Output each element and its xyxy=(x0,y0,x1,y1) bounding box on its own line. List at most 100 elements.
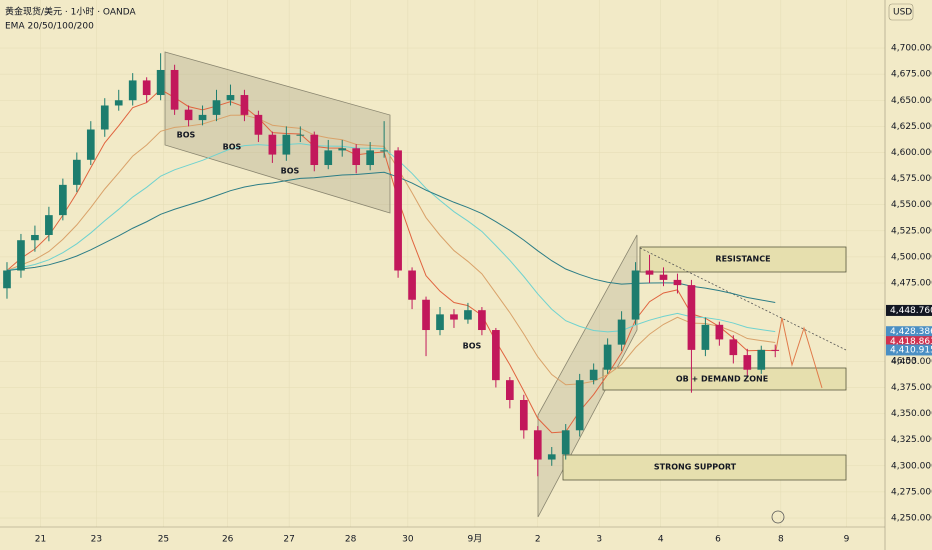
candle-body xyxy=(547,454,556,460)
candle-body xyxy=(771,349,780,351)
candle-body xyxy=(631,270,640,320)
x-tick-label: 25 xyxy=(158,535,169,545)
candle-body xyxy=(198,114,207,121)
currency-box[interactable] xyxy=(888,3,914,21)
candle-body xyxy=(394,150,402,271)
candle-body xyxy=(17,240,25,271)
candle-body xyxy=(310,134,319,166)
candle-body xyxy=(380,150,388,152)
y-tick-label: 4,525.000 xyxy=(891,226,932,236)
price-label-box xyxy=(886,326,932,338)
candle-body xyxy=(450,314,458,320)
y-tick-label: 4,475.000 xyxy=(891,279,932,289)
candle-body xyxy=(659,274,668,280)
candle-body xyxy=(436,314,444,331)
y-tick-label: 4,275.000 xyxy=(891,487,932,497)
price-label: 4,410.915 xyxy=(890,345,932,355)
x-tick-label: 8 xyxy=(778,535,784,545)
candle-body xyxy=(408,270,416,300)
candle-body xyxy=(645,270,654,275)
candle-body xyxy=(324,150,333,166)
candle-body xyxy=(226,95,235,101)
bos-label: BOS xyxy=(223,143,242,152)
candle-body xyxy=(3,270,11,289)
candle-body xyxy=(701,324,710,350)
bos-label: BOS xyxy=(463,342,482,351)
ema-group xyxy=(6,88,776,434)
x-tick-label: 3 xyxy=(596,535,602,545)
candle-body xyxy=(72,159,81,185)
candle-body xyxy=(114,100,123,106)
candles xyxy=(3,53,780,477)
replay-icon[interactable] xyxy=(771,510,785,524)
candle-body xyxy=(603,344,612,370)
x-tick-label: 2 xyxy=(535,535,541,545)
demand-label: OB + DEMAND ZONE xyxy=(676,375,768,384)
y-tick-label: 4,600.000 xyxy=(891,148,932,158)
y-tick-label: 4,350.000 xyxy=(891,409,932,419)
bos-label: BOS xyxy=(281,167,300,176)
y-tick-label: 4,575.000 xyxy=(891,174,932,184)
candle-body xyxy=(170,69,179,110)
price-label: 4,418.863 xyxy=(890,337,932,347)
y-tick-label: 4,375.000 xyxy=(891,383,932,393)
candle-body xyxy=(519,400,528,431)
candle-body xyxy=(673,279,682,286)
candle-body xyxy=(743,355,752,370)
x-tick-label: 27 xyxy=(283,535,294,545)
candle-body xyxy=(86,129,95,160)
candle-body xyxy=(142,80,151,96)
candle-body xyxy=(506,380,514,401)
y-tick-label: 4,675.000 xyxy=(891,70,932,80)
price-axis xyxy=(885,0,932,550)
price-label: 4,448.760 xyxy=(890,306,932,316)
candle-body xyxy=(45,215,53,235)
support-label: STRONG SUPPORT xyxy=(654,463,737,472)
x-tick-label: 9 xyxy=(844,535,850,545)
price-label-box xyxy=(886,304,932,316)
candle-body xyxy=(212,100,221,115)
candle-body xyxy=(492,330,500,381)
ema-line xyxy=(6,171,776,303)
candle-body xyxy=(687,285,696,350)
y-tick-label: 4,625.000 xyxy=(891,122,932,132)
candle-body xyxy=(184,109,193,121)
candle-body xyxy=(282,134,291,155)
demand-zone xyxy=(602,367,847,391)
price-label-box xyxy=(886,336,932,348)
candle-body xyxy=(464,310,472,320)
candle-body xyxy=(254,114,263,135)
candle-body xyxy=(268,134,277,155)
candle-body xyxy=(729,339,738,356)
candle-body xyxy=(338,148,347,151)
y-tick-label: 4,550.000 xyxy=(891,200,932,210)
y-tick-label: 4,250.000 xyxy=(891,514,932,524)
currency[interactable]: USD xyxy=(893,8,912,18)
resistance-zone xyxy=(639,246,847,273)
candle-body xyxy=(617,319,626,345)
y-tick-label: 4,300.000 xyxy=(891,461,932,471)
candle-body xyxy=(589,369,598,381)
countdown: 46:53 xyxy=(891,356,917,366)
y-tick-label: 4,325.000 xyxy=(891,435,932,445)
candle-body xyxy=(100,105,109,130)
x-tick-label: 30 xyxy=(402,535,414,545)
x-tick-label: 26 xyxy=(222,535,234,545)
candle-body xyxy=(31,234,39,241)
ema-line xyxy=(6,114,776,386)
bos-label: BOS xyxy=(177,131,196,140)
candle-body xyxy=(422,299,430,331)
symbol-header: 黄金现货/美元 · 1小时 · OANDA xyxy=(5,6,137,18)
price-label: 4,428.386 xyxy=(890,327,932,337)
support-zone xyxy=(562,454,847,481)
candle-body xyxy=(128,80,137,101)
candle-body xyxy=(156,69,165,96)
candle-body xyxy=(478,310,486,331)
x-tick-label: 21 xyxy=(35,535,46,545)
candle-body xyxy=(757,349,766,370)
x-tick-label: 4 xyxy=(658,535,664,545)
candle-body xyxy=(240,95,249,115)
y-tick-label: 4,650.000 xyxy=(891,96,932,106)
candle-body xyxy=(59,184,67,216)
